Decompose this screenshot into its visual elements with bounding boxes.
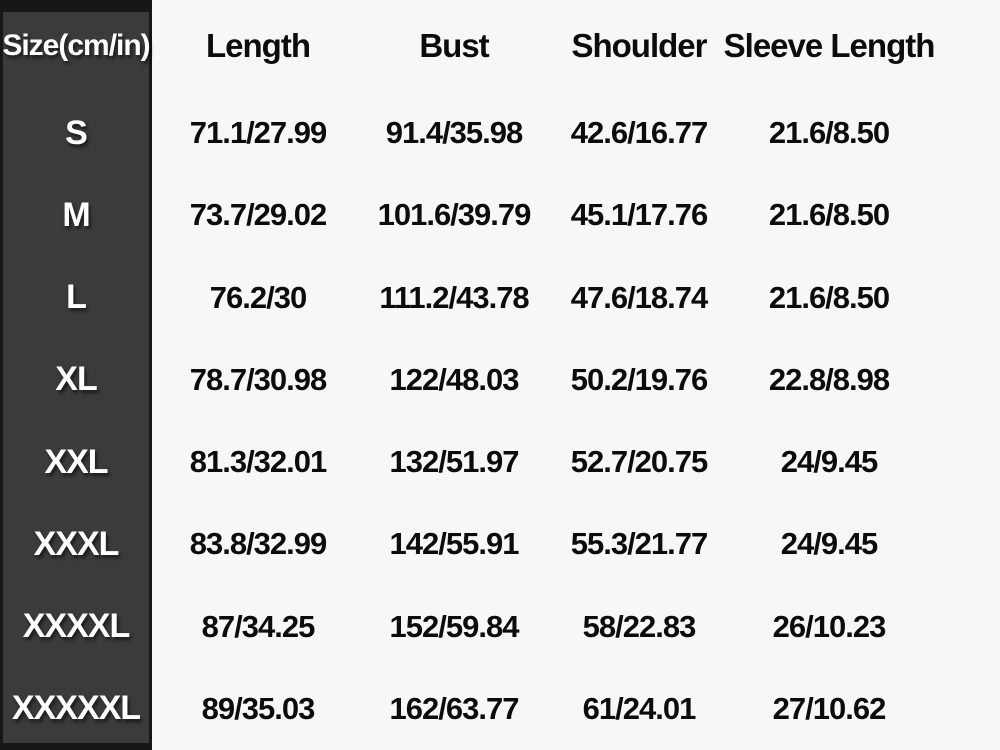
size-column-header: Size(cm/in) (2, 29, 150, 62)
bust-value: 132/51.97 (389, 444, 520, 480)
sleeve-length-value: 21.6/8.50 (768, 115, 890, 151)
bust-value: 162/63.77 (389, 690, 520, 726)
bust-value: 152/59.84 (389, 608, 520, 644)
shoulder-value: 58/22.83 (582, 608, 697, 644)
shoulder-value: 55.3/21.77 (570, 526, 709, 562)
shoulder-value: 52.7/20.75 (570, 444, 709, 480)
bust-value: 111.2/43.78 (379, 279, 529, 315)
size-label: XXXL (33, 524, 120, 563)
sleeve-length-value: 21.6/8.50 (768, 197, 890, 233)
size-label: L (66, 278, 87, 317)
size-label: XXXXL (22, 607, 130, 646)
sleeve-length-value: 24/9.45 (780, 444, 878, 480)
bust-value: 122/48.03 (389, 361, 520, 397)
shoulder-value: 50.2/19.76 (570, 361, 709, 397)
sleeve-length-value: 27/10.62 (772, 690, 887, 726)
sleeve-length-value: 26/10.23 (772, 608, 887, 644)
length-value: 78.7/30.98 (189, 361, 328, 397)
bust-value: 91.4/35.98 (385, 115, 524, 151)
length-value: 89/35.03 (201, 690, 316, 726)
length-value: 83.8/32.99 (189, 526, 328, 562)
length-value: 76.2/30 (209, 279, 307, 315)
shoulder-value: 42.6/16.77 (570, 115, 709, 151)
length-value: 73.7/29.02 (189, 197, 328, 233)
length-value: 81.3/32.01 (189, 444, 328, 480)
shoulder-value: 45.1/17.76 (570, 197, 709, 233)
shoulder-value: 47.6/18.74 (570, 279, 709, 315)
shoulder-value: 61/24.01 (582, 690, 697, 726)
size-label: XXL (44, 442, 108, 481)
sleeve-length-value: 24/9.45 (780, 526, 878, 562)
sleeve-length-value: 21.6/8.50 (768, 279, 890, 315)
column-header-length: Length (206, 27, 311, 64)
column-header-sleeve-length: Sleeve Length (723, 27, 936, 64)
column-header-shoulder: Shoulder (571, 27, 707, 64)
size-label: S (65, 113, 88, 152)
column-header-bust: Bust (419, 27, 489, 64)
sleeve-length-value: 22.8/8.98 (768, 361, 890, 397)
size-label: XXXXXL (11, 689, 141, 728)
length-value: 87/34.25 (201, 608, 316, 644)
size-label: M (62, 195, 90, 234)
size-column-panel (0, 0, 152, 750)
bust-value: 101.6/39.79 (377, 197, 532, 233)
length-value: 71.1/27.99 (189, 115, 328, 151)
panel-top-edge (3, 0, 149, 12)
bust-value: 142/55.91 (389, 526, 520, 562)
panel-bottom-edge (3, 743, 149, 750)
size-label: XL (55, 360, 97, 399)
